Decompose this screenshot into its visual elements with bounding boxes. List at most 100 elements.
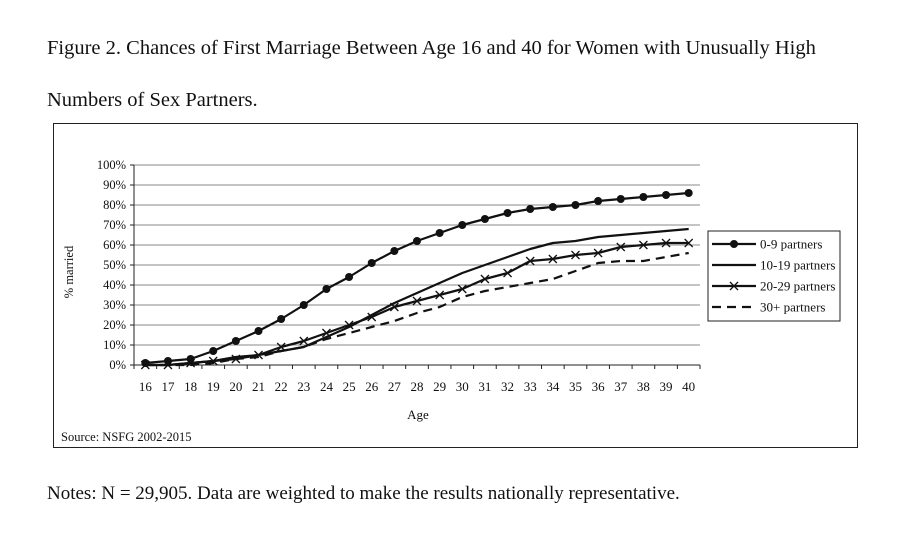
- x-tick-label: 38: [637, 379, 650, 394]
- data-point: [684, 238, 694, 248]
- legend-label: 0-9 partners: [760, 237, 822, 252]
- series-2: [140, 238, 694, 370]
- data-point: [661, 238, 671, 248]
- series-line: [145, 241, 689, 367]
- x-axis-label: Age: [407, 407, 429, 422]
- data-point: [503, 209, 512, 217]
- notes-text: Notes: N = 29,905. Data are weighted to …: [47, 483, 680, 504]
- x-tick-label: 39: [660, 379, 673, 394]
- data-point: [389, 302, 399, 312]
- x-tick-label: 34: [546, 379, 560, 394]
- legend-item: 10-19 partners: [712, 258, 835, 273]
- x-axis-ticks: 16 17 18 19 20 21 22 23 24 25 26 27 28 29 30 31 32 33 34 35…: [133, 365, 701, 394]
- data-point: [684, 189, 693, 197]
- legend-label: 10-19 partners: [760, 258, 835, 273]
- data-point: [299, 301, 308, 309]
- x-tick-label: 29: [433, 379, 446, 394]
- data-point: [662, 191, 671, 199]
- data-point: [390, 247, 399, 255]
- legend: 0-9 partners 10-19 partners 20-29 partners…: [707, 230, 841, 322]
- data-point: [638, 240, 648, 250]
- x-tick-label: 19: [207, 379, 220, 394]
- x-tick-label: 17: [161, 379, 175, 394]
- data-point: [729, 281, 739, 291]
- data-point: [321, 328, 331, 338]
- data-point: [480, 274, 490, 284]
- x-tick-label: 35: [569, 379, 582, 394]
- data-point: [526, 205, 535, 213]
- data-point: [730, 240, 738, 248]
- legend-item: 30+ partners: [712, 300, 825, 315]
- data-point: [548, 203, 557, 211]
- x-tick-label: 21: [252, 379, 265, 394]
- x-tick-label: 20: [229, 379, 242, 394]
- y-tick-label: 50%: [103, 258, 126, 272]
- data-point: [209, 347, 218, 355]
- data-point: [503, 268, 513, 278]
- x-tick-label: 24: [320, 379, 334, 394]
- x-tick-label: 27: [388, 379, 402, 394]
- data-point: [639, 193, 648, 201]
- x-tick-label: 30: [456, 379, 469, 394]
- legend-item: 20-29 partners: [712, 279, 835, 294]
- source-note: Source: NSFG 2002-2015: [61, 430, 192, 444]
- series-line: [145, 227, 689, 367]
- gridlines: [134, 164, 700, 346]
- x-tick-label: 23: [297, 379, 310, 394]
- data-point: [480, 215, 489, 223]
- y-tick-label: 20%: [103, 318, 126, 332]
- data-point: [435, 290, 445, 300]
- data-point: [412, 296, 422, 306]
- series-group: [140, 189, 694, 370]
- x-tick-label: 36: [592, 379, 606, 394]
- x-tick-label: 40: [682, 379, 695, 394]
- data-point: [616, 195, 625, 203]
- x-tick-label: 22: [275, 379, 288, 394]
- y-tick-label: 90%: [103, 178, 126, 192]
- y-tick-label: 60%: [103, 238, 126, 252]
- data-point: [525, 256, 535, 266]
- legend-label: 20-29 partners: [760, 279, 835, 294]
- y-tick-label: 40%: [103, 278, 126, 292]
- data-point: [345, 273, 354, 281]
- data-point: [458, 221, 467, 229]
- x-tick-label: 18: [184, 379, 197, 394]
- x-tick-label: 37: [614, 379, 628, 394]
- data-point: [367, 259, 376, 267]
- data-point: [435, 229, 444, 237]
- data-point: [548, 254, 558, 264]
- x-tick-label: 32: [501, 379, 514, 394]
- figure-title: Figure 2. Chances of First Marriage Betw…: [47, 37, 816, 111]
- legend-item: 0-9 partners: [712, 237, 822, 252]
- x-tick-label: 33: [524, 379, 537, 394]
- y-tick-label: 10%: [103, 338, 126, 352]
- y-axis-ticks: 0% 10% 20% 30% 40% 50% 60% 70% 80% 90% 100%: [97, 158, 134, 372]
- x-tick-label: 28: [411, 379, 424, 394]
- legend-label: 30+ partners: [760, 300, 825, 315]
- data-point: [299, 336, 309, 346]
- chart-frame: [53, 123, 858, 448]
- x-tick-label: 25: [343, 379, 356, 394]
- x-tick-label: 26: [365, 379, 379, 394]
- data-point: [616, 242, 626, 252]
- data-point: [367, 312, 377, 322]
- data-point: [413, 237, 421, 245]
- data-point: [254, 327, 263, 335]
- y-tick-label: 80%: [103, 198, 126, 212]
- series-0: [141, 189, 693, 367]
- y-tick-label: 100%: [97, 158, 126, 172]
- y-tick-label: 30%: [103, 298, 126, 312]
- data-point: [322, 285, 331, 293]
- data-point: [594, 197, 603, 205]
- data-point: [593, 248, 603, 258]
- series-1: [145, 227, 689, 367]
- data-point: [571, 250, 580, 260]
- data-point: [277, 315, 286, 323]
- y-axis-label: % married: [62, 245, 76, 298]
- data-point: [571, 201, 580, 209]
- series-line: [145, 191, 689, 365]
- data-point: [457, 284, 467, 294]
- y-tick-label: 0%: [109, 358, 126, 372]
- data-point: [231, 337, 240, 345]
